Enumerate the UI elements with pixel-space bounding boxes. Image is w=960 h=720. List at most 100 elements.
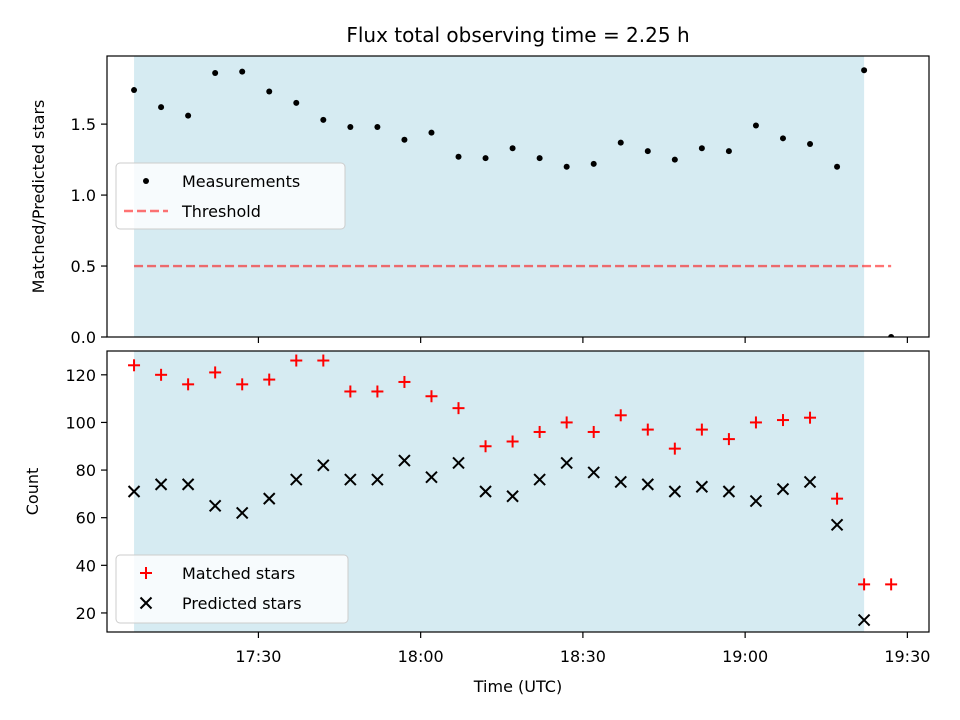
bottom-marker-predicted-stars [344,473,357,486]
top-axes-frame [106,55,930,338]
bottom-marker-matched-stars [128,359,141,372]
top-point-measurements [374,123,381,130]
bottom-marker-predicted-stars [722,485,736,498]
bottom-marker-predicted-stars [263,492,276,505]
bottom-y-tick-label: 20 [76,604,96,623]
bottom-x-tick-label: 18:00 [398,647,444,666]
bottom-marker-matched-stars [695,423,708,436]
x-b [208,499,222,512]
x-axis-label: Time (UTC) [473,677,562,696]
bottom-marker-matched-stars [858,578,871,591]
x-b [614,475,627,489]
bottom-marker-predicted-stars [371,473,384,486]
bottom-marker-predicted-stars [398,454,411,467]
top-point-measurements [212,70,219,77]
x-b [181,478,195,491]
bottom-marker-predicted-stars [668,485,682,498]
x-b [479,485,492,498]
bottom-marker-predicted-stars [587,466,600,479]
legend-box [115,162,346,230]
bottom-marker-predicted-stars [857,613,871,627]
bottom-marker-matched-stars [885,578,898,591]
bottom-marker-matched-stars [398,375,411,388]
bottom-plot-area [127,354,898,627]
top-point-measurements [185,112,192,119]
x-b [344,473,357,486]
bottom-marker-predicted-stars [560,456,573,470]
bottom-marker-predicted-stars [749,494,763,508]
top-point-measurements [671,156,678,163]
bottom-x-tick-label: 18:30 [560,647,606,666]
bottom-marker-matched-stars [641,423,654,436]
bottom-marker-predicted-stars [452,456,465,470]
top-point-measurements [644,148,651,155]
bottom-marker-matched-stars [776,414,789,427]
bottom-marker-matched-stars [587,425,600,438]
x-b [317,459,330,472]
top-y-tick-label: 1.0 [71,186,96,205]
bottom-marker-predicted-stars [290,473,303,486]
top-point-measurements [239,68,246,75]
x-b [290,473,303,486]
bottom-marker-predicted-stars [830,518,844,532]
bottom-marker-matched-stars [317,354,330,367]
bottom-axes-frame [106,350,930,633]
top-point-measurements [455,153,462,160]
top-point-measurements [509,145,516,152]
top-point-measurements [617,139,624,146]
bottom-marker-matched-stars [749,416,762,429]
bottom-y-tick-label: 40 [76,556,96,575]
x-b [749,494,763,508]
legend-predicted-swatch [139,596,153,610]
top-point-measurements [861,67,868,74]
top-point-measurements [563,163,570,170]
x-b [722,485,736,498]
top-y-tick-label: 0.5 [71,257,96,276]
top-point-measurements [428,129,435,136]
bottom-marker-predicted-stars [506,490,519,503]
chart-title: Flux total observing time = 2.25 h [346,23,689,47]
top-y-tick-label: 0.0 [71,328,96,347]
x-b [127,485,141,498]
bottom-marker-matched-stars [344,385,357,398]
bottom-marker-matched-stars [668,442,681,455]
bottom-legend: Matched stars Predicted stars [115,554,349,624]
top-point-measurements [401,136,408,143]
top-point-measurements [752,122,759,129]
top-point-measurements [293,99,300,106]
bottom-marker-matched-stars [831,492,844,505]
top-point-measurements [888,334,895,337]
bottom-marker-matched-stars [533,425,546,438]
top-point-measurements [266,88,273,95]
top-point-measurements [347,123,354,130]
bottom-marker-matched-stars [182,378,195,391]
x-b [398,454,411,467]
x-b [452,456,465,470]
top-point-measurements [779,135,786,142]
top-point-measurements [536,155,543,162]
bottom-marker-matched-stars [506,435,519,448]
bottom-marker-predicted-stars [127,485,141,498]
x-b [154,478,168,491]
bottom-marker-predicted-stars [641,478,654,491]
top-point-measurements [482,155,489,162]
x-b [668,485,682,498]
top-plot-area [131,67,895,337]
bottom-marker-matched-stars [614,409,627,422]
bottom-panel: 20 40 60 80 100 120 17:30 18:00 18:30 19:00 19:30 C… [23,350,930,666]
top-point-measurements [725,148,732,155]
top-legend: Measurements Threshold [115,162,346,230]
bottom-marker-matched-stars [209,366,222,379]
bottom-marker-predicted-stars [479,485,492,498]
bottom-marker-predicted-stars [614,475,627,489]
top-point-measurements [698,145,705,152]
bottom-marker-predicted-stars [235,506,249,520]
x-b [235,506,249,520]
bottom-y-tick-label: 60 [76,509,96,528]
bottom-y-tick-label: 100 [65,413,96,432]
bottom-marker-matched-stars [371,385,384,398]
top-point-measurements [590,160,597,167]
x-b [776,482,790,496]
bottom-x-tick-label: 17:30 [235,647,281,666]
